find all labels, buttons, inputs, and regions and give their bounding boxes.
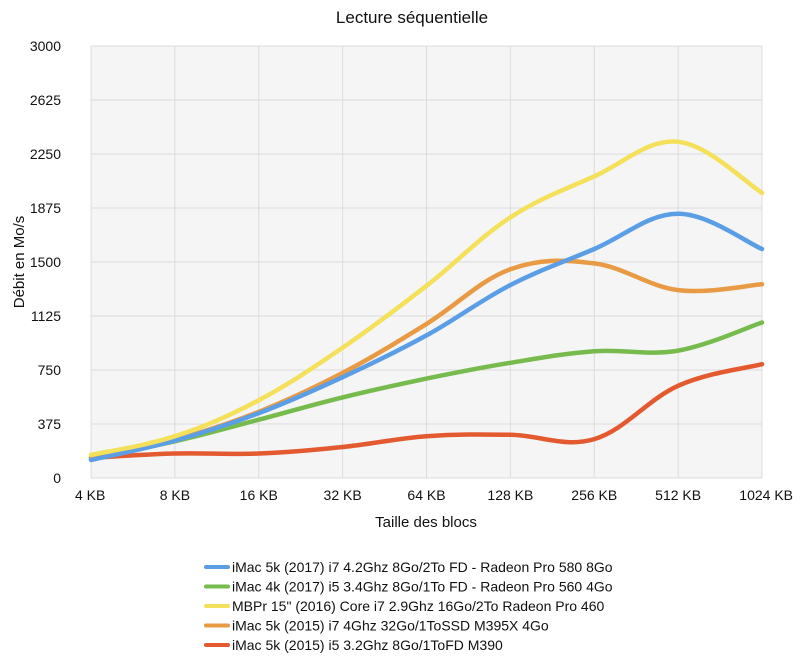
legend-label: iMac 5k (2017) i7 4.2Ghz 8Go/2To FD - Ra… (232, 559, 613, 575)
series-layer (88, 139, 765, 463)
legend: iMac 5k (2017) i7 4.2Ghz 8Go/2To FD - Ra… (204, 559, 613, 653)
legend-label: MBPr 15" (2016) Core i7 2.9Ghz 16Go/2To … (232, 598, 605, 614)
x-tick-label: 16 KB (240, 487, 278, 503)
x-tick-label: 1024 KB (739, 487, 793, 503)
x-tick-label: 256 KB (571, 487, 617, 503)
x-axis-ticks: 4 KB 8 KB 16 KB 32 KB 64 KB 128 KB 256 KB 512 K… (75, 487, 793, 503)
x-tick-label: 4 KB (75, 487, 105, 503)
x-tick-label: 8 KB (160, 487, 190, 503)
y-tick-label: 2250 (30, 146, 61, 162)
x-axis-label: Taille des blocs (375, 514, 477, 531)
x-tick-label: 64 KB (407, 487, 445, 503)
legend-label: iMac 4k (2017) i5 3.4Ghz 8Go/1To FD - Ra… (232, 579, 613, 595)
y-tick-label: 2625 (30, 92, 61, 108)
y-tick-label: 1125 (31, 308, 61, 324)
chart-title: Lecture séquentielle (336, 8, 488, 27)
series-line (88, 211, 765, 463)
legend-label: iMac 5k (2015) i5 3.2Ghz 8Go/1ToFD M390 (232, 637, 503, 653)
x-tick-label: 512 KB (655, 487, 701, 503)
y-tick-label: 3000 (30, 38, 61, 54)
series-line (88, 361, 765, 461)
y-tick-label: 1875 (30, 200, 61, 216)
y-tick-label: 1500 (30, 254, 61, 270)
grid-layer (90, 45, 763, 479)
x-tick-label: 128 KB (487, 487, 533, 503)
y-tick-label: 375 (38, 416, 62, 432)
y-tick-label: 0 (53, 470, 61, 486)
y-axis-ticks: 0 375 750 1125 1500 1875 2250 2625 3000 (30, 38, 61, 486)
y-tick-label: 750 (38, 362, 62, 378)
series-line (88, 139, 765, 458)
y-axis-label: Débit en Mo/s (11, 216, 28, 309)
legend-label: iMac 5k (2015) i7 4Ghz 32Go/1ToSSD M395X… (232, 618, 549, 634)
x-tick-label: 32 KB (324, 487, 362, 503)
